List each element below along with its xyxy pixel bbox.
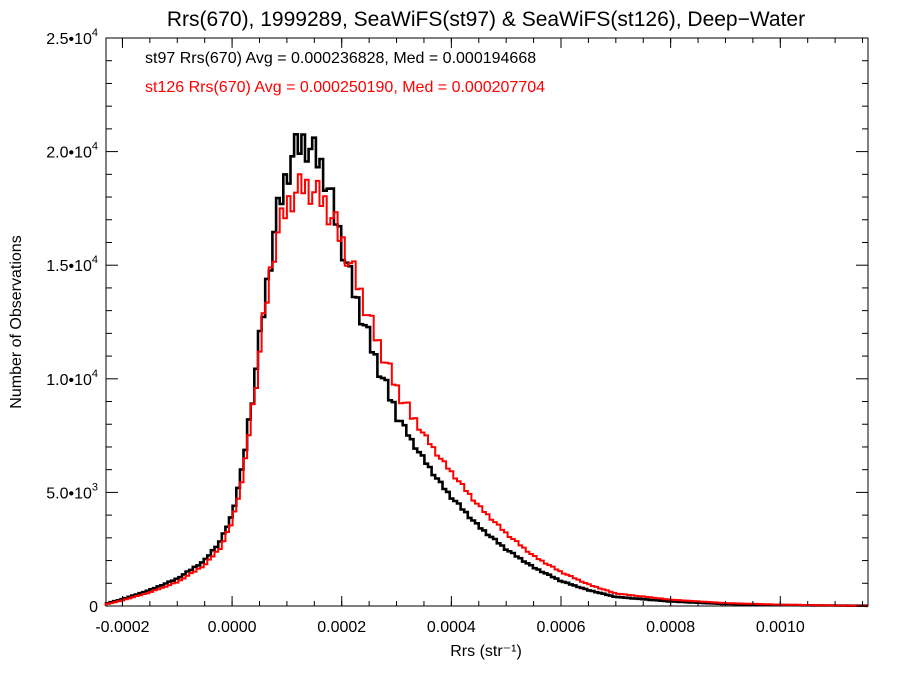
x-tick-label: 0.0002 (317, 619, 366, 636)
y-tick-label: 2.0•104 (46, 141, 98, 162)
x-axis-label: Rrs (str⁻¹) (450, 643, 522, 660)
y-tick-label: 1.5•104 (46, 254, 98, 275)
legend-entry-st126: st126 Rrs(670) Avg = 0.000250190, Med = … (145, 79, 545, 96)
y-axis-ticks: 0 5.0•103 1.0•104 1.5•104 2.0•104 2.5•104 (46, 27, 868, 616)
y-tick-label: 5.0•103 (46, 481, 98, 502)
y-tick-label: 0 (89, 599, 98, 616)
x-tick-label: 0.0006 (537, 619, 586, 636)
x-axis-ticks: -0.0002 0.0000 0.0002 0.0004 0.0006 0.0008 0.0… (95, 38, 864, 636)
series-line-st126 (105, 173, 868, 607)
series-layer (104, 133, 868, 608)
chart-title: Rrs(670), 1999289, SeaWiFS(st97) & SeaWi… (167, 8, 805, 31)
y-axis-label: Number of Observations (8, 235, 25, 408)
series-line-st97 (104, 133, 868, 608)
x-tick-label: 0.0000 (208, 619, 257, 636)
legend-entry-st97: st97 Rrs(670) Avg = 0.000236828, Med = 0… (145, 50, 536, 67)
x-tick-label: 0.0008 (646, 619, 695, 636)
plot-frame (105, 37, 869, 607)
x-tick-label: -0.0002 (95, 619, 149, 636)
y-tick-label: 2.5•104 (46, 27, 98, 48)
x-tick-label: 0.0004 (427, 619, 476, 636)
y-tick-label: 1.0•104 (46, 368, 98, 389)
x-tick-label: 0.0010 (756, 619, 805, 636)
